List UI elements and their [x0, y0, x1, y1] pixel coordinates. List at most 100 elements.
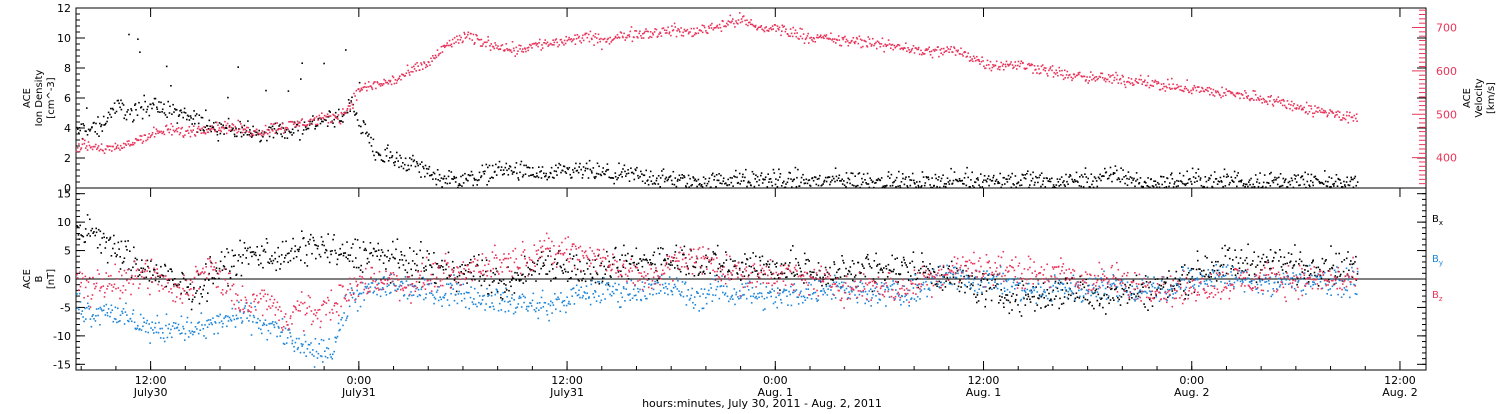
data-point: [475, 179, 477, 181]
data-point: [244, 305, 246, 307]
data-point: [1174, 181, 1176, 183]
data-point: [721, 30, 723, 32]
data-point: [341, 120, 343, 122]
data-point: [519, 48, 521, 50]
data-point: [601, 49, 603, 51]
data-point: [1110, 75, 1112, 77]
data-point: [1146, 281, 1148, 283]
data-point: [1064, 296, 1066, 298]
data-point: [1176, 271, 1178, 273]
data-point: [419, 281, 421, 283]
data-point: [87, 303, 89, 305]
data-point: [913, 45, 915, 47]
data-point: [163, 337, 165, 339]
data-point: [283, 261, 285, 263]
data-point: [92, 314, 94, 316]
data-point: [511, 279, 513, 281]
data-point: [449, 182, 451, 184]
data-point: [524, 297, 526, 299]
data-point: [78, 132, 80, 134]
data-point: [410, 269, 412, 271]
data-point: [181, 316, 183, 318]
data-point: [222, 323, 224, 325]
data-point: [744, 275, 746, 277]
data-point: [1125, 87, 1127, 89]
data-point: [512, 173, 514, 175]
data-point: [765, 176, 767, 178]
data-point: [264, 249, 266, 251]
data-point: [996, 61, 998, 63]
data-point: [204, 324, 206, 326]
data-point: [481, 303, 483, 305]
data-point: [199, 114, 201, 116]
data-point: [1030, 174, 1032, 176]
data-point: [452, 288, 454, 290]
data-point: [976, 56, 978, 58]
data-point: [500, 297, 502, 299]
data-point: [869, 177, 871, 179]
data-point: [358, 267, 360, 269]
data-point: [409, 157, 411, 159]
data-point: [715, 186, 717, 188]
data-point: [1284, 257, 1286, 259]
data-point: [77, 147, 79, 149]
data-point: [308, 241, 310, 243]
data-point: [636, 264, 638, 266]
data-point: [901, 261, 903, 263]
data-point: [630, 31, 632, 33]
data-point: [852, 280, 854, 282]
data-point: [107, 315, 109, 317]
data-point: [392, 155, 394, 157]
data-point: [102, 130, 104, 132]
data-point: [1252, 90, 1254, 92]
data-point: [691, 28, 693, 30]
data-point: [325, 120, 327, 122]
data-point: [1241, 179, 1243, 181]
data-point: [193, 125, 195, 127]
data-point: [192, 299, 194, 301]
data-point: [1314, 112, 1316, 114]
data-point: [484, 280, 486, 282]
data-point: [269, 132, 271, 134]
data-point: [417, 65, 419, 67]
data-point: [1102, 73, 1104, 75]
data-point: [681, 35, 683, 37]
data-point: [98, 229, 100, 231]
data-point: [1056, 72, 1058, 74]
data-point: [206, 320, 208, 322]
data-point: [688, 175, 690, 177]
data-point: [1294, 174, 1296, 176]
data-point: [234, 134, 236, 136]
data-point: [1314, 272, 1316, 274]
data-point: [235, 129, 237, 131]
data-point: [463, 273, 465, 275]
data-point: [601, 262, 603, 264]
data-point: [260, 329, 262, 331]
data-point: [579, 261, 581, 263]
data-point: [889, 43, 891, 45]
data-point: [675, 177, 677, 179]
data-point: [845, 268, 847, 270]
data-point: [574, 34, 576, 36]
data-point: [111, 305, 113, 307]
data-point: [961, 54, 963, 56]
data-point: [1169, 182, 1171, 184]
panel-plasma-frame: [76, 8, 1426, 188]
data-point: [865, 41, 867, 43]
data-point: [1104, 168, 1106, 170]
data-point: [409, 74, 411, 76]
data-point: [417, 163, 419, 165]
data-point: [403, 264, 405, 266]
data-point: [1097, 186, 1099, 188]
data-point: [428, 259, 430, 261]
data-point: [493, 272, 495, 274]
data-point: [835, 167, 837, 169]
data-point: [688, 186, 690, 188]
data-point: [852, 173, 854, 175]
data-point: [246, 250, 248, 252]
data-point: [494, 294, 496, 296]
data-point: [169, 333, 171, 335]
data-point: [709, 272, 711, 274]
data-point: [758, 185, 760, 187]
data-point: [1172, 290, 1174, 292]
